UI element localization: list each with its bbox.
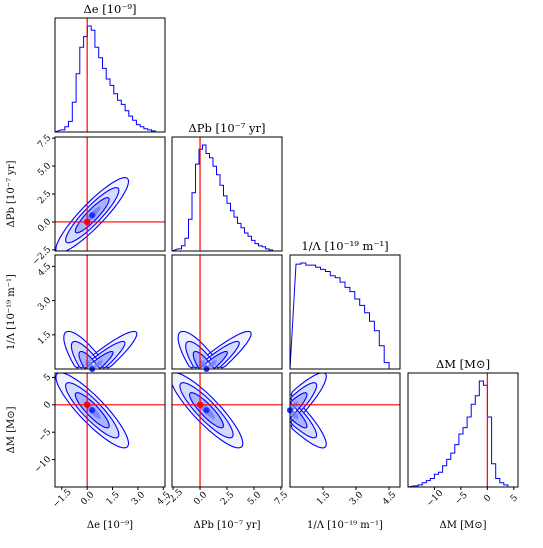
- title-dm: ΔM [M⊙]: [436, 357, 490, 371]
- xaxis-label-de: Δe [10⁻⁹]: [87, 520, 133, 531]
- ytick-label-invlambda-1: 3.0: [36, 295, 53, 312]
- peak-marker-de-dm: [89, 407, 96, 414]
- contours-dpb-vs-invlambda: [177, 330, 252, 369]
- xtick-label-invlambda-1: 3.0: [348, 490, 365, 507]
- truth-point-de-dm: [83, 401, 91, 408]
- ytick-label-dm-1: −5: [37, 427, 54, 444]
- ytick-label-dpb-3: 5.0: [36, 161, 53, 178]
- title-dpb: ΔPb [10⁻⁷ yr]: [189, 121, 266, 135]
- xaxis-label-invlambda: 1/Λ [10⁻¹⁹ m⁻¹]: [307, 520, 383, 531]
- title-de: Δe [10⁻⁹]: [83, 2, 136, 16]
- xtick-label-dpb-4: 7.5: [273, 490, 290, 507]
- title-invlambda: 1/Λ [10⁻¹⁹ m⁻¹]: [301, 239, 388, 253]
- xtick-label-dpb-1: 0.0: [192, 490, 209, 507]
- ytick-label-dpb-0: −2.5: [31, 245, 54, 268]
- contours-de-vs-invlambda: [63, 330, 138, 369]
- peak-marker-de-dpb: [89, 212, 96, 219]
- xtick-label-de-0: −1.5: [51, 487, 74, 510]
- histogram-invlambda: [289, 262, 400, 370]
- xtick-label-dm-0: −10: [425, 488, 446, 509]
- ytick-label-dm-0: −10: [33, 454, 54, 475]
- ytick-label-dm-2: 0: [42, 400, 53, 411]
- xtick-label-dm-2: 0: [482, 493, 493, 504]
- panel-dpb-vs-invlambda-frame: [171, 254, 283, 370]
- xtick-label-de-3: 3.0: [130, 490, 147, 507]
- xtick-label-dpb-2: 2.5: [219, 490, 236, 507]
- truth-point-de-dpb: [83, 218, 91, 226]
- panel-de-vs-invlambda-frame: [54, 254, 166, 370]
- panel-de-vs-dm-frame: [54, 372, 166, 488]
- contour-level-4: [199, 360, 217, 368]
- yaxis-label-dpb: ΔPb [10⁻⁷ yr]: [6, 160, 17, 227]
- xtick-label-dm-1: −5: [453, 490, 470, 507]
- yaxis-label-dm: ΔM [M⊙]: [6, 406, 17, 453]
- contour-level-4: [290, 401, 299, 419]
- histogram-dpb: [171, 144, 282, 252]
- ytick-label-dpb-4: 7.5: [36, 133, 53, 150]
- xaxis-label-dpb: ΔPb [10⁻⁷ yr]: [194, 520, 261, 531]
- histogram-de: [54, 25, 165, 133]
- xtick-label-de-2: 1.5: [105, 490, 122, 507]
- xtick-label-de-1: 0.0: [79, 490, 96, 507]
- panel-invlambda-frame: [289, 254, 401, 370]
- panel-de-frame: [54, 17, 166, 133]
- histogram-dm: [407, 380, 518, 488]
- contour-level-4: [85, 360, 103, 368]
- ytick-label-dpb-1: 0.0: [36, 217, 53, 234]
- ytick-label-dpb-2: 2.5: [36, 189, 53, 206]
- truth-point-dpb-dm: [196, 401, 204, 408]
- xtick-label-dpb-3: 5.0: [246, 490, 263, 507]
- yaxis-label-invlambda: 1/Λ [10⁻¹⁹ m⁻¹]: [6, 274, 17, 350]
- ytick-label-invlambda-0: 1.5: [36, 330, 53, 347]
- xtick-label-invlambda-2: 4.5: [381, 490, 398, 507]
- contours-invlambda-vs-dm: [290, 373, 327, 449]
- xtick-label-invlambda-0: 1.5: [315, 490, 332, 507]
- panel-dpb-frame: [171, 136, 283, 252]
- peak-marker-dpb-dm: [203, 407, 210, 414]
- xtick-label-dm-3: 5: [509, 493, 520, 504]
- ytick-label-dm-3: 5: [42, 372, 53, 383]
- panel-invlambda-vs-dm-frame: [289, 372, 401, 488]
- xaxis-label-dm: ΔM [M⊙]: [439, 520, 486, 531]
- panel-dm-frame: [407, 372, 519, 488]
